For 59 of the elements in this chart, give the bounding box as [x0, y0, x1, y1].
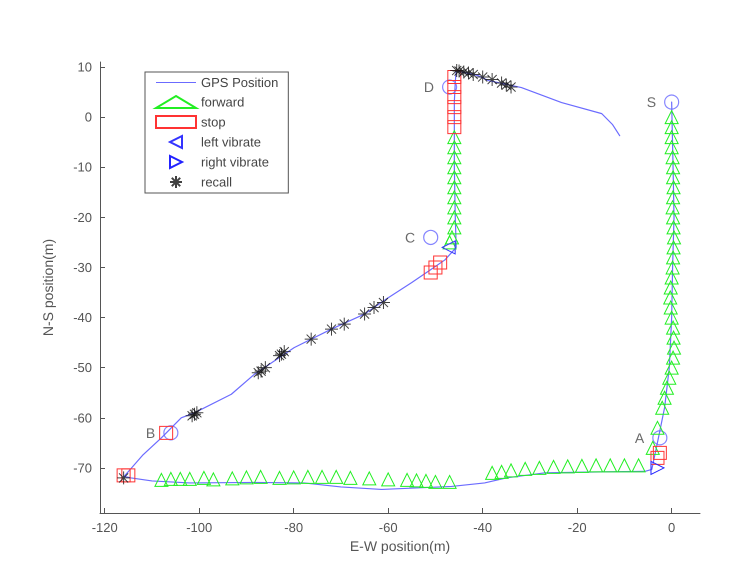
- point: [424, 265, 438, 280]
- point: [254, 364, 268, 378]
- point: [442, 240, 456, 254]
- x-tick-label: -40: [473, 520, 492, 535]
- annotation: D: [424, 79, 434, 96]
- legend-label: GPS Position: [201, 75, 278, 90]
- point: [652, 446, 667, 460]
- point: [428, 260, 442, 274]
- y-tick-label: -50: [73, 360, 92, 376]
- point: [664, 94, 680, 110]
- point: [485, 72, 500, 87]
- point: [433, 255, 448, 270]
- x-tick-label: -100: [186, 520, 212, 535]
- point: [324, 322, 338, 336]
- legend-label: right vibrate: [201, 154, 269, 170]
- annotation: A: [634, 430, 645, 446]
- point: [447, 90, 462, 104]
- point: [258, 360, 272, 375]
- y-axis-title: N-S position(m): [40, 238, 56, 336]
- point: [304, 332, 318, 346]
- point: [652, 430, 668, 446]
- y-tick-label: -60: [73, 410, 92, 426]
- x-tick-label: -20: [568, 520, 587, 535]
- point: [159, 426, 174, 440]
- annotation: S: [646, 94, 656, 110]
- annotation: B: [146, 424, 156, 441]
- annotation: C: [404, 229, 416, 246]
- point: [476, 70, 490, 84]
- x-axis-title: E-W position(m): [350, 538, 450, 554]
- y-tick-label: -20: [73, 210, 92, 225]
- point: [358, 307, 372, 322]
- point: [447, 100, 462, 114]
- point: [376, 296, 390, 310]
- y-tick-label: -70: [73, 460, 92, 476]
- point: [447, 120, 462, 134]
- point: [650, 450, 664, 465]
- point: [367, 300, 382, 315]
- legend-label: stop: [201, 114, 226, 130]
- y-tick-label: 0: [84, 110, 92, 125]
- legend-label: forward: [201, 94, 244, 110]
- point: [447, 110, 462, 124]
- point: [337, 317, 352, 332]
- x-tick-label: 0: [668, 520, 676, 535]
- point: [251, 366, 266, 380]
- point: [121, 468, 136, 482]
- point: [650, 460, 664, 475]
- x-tick-label: -80: [284, 520, 304, 535]
- point: [116, 468, 131, 482]
- legend-label: recall: [201, 174, 232, 190]
- y-tick-label: -40: [73, 310, 92, 326]
- point: [447, 80, 462, 94]
- y-tick-label: -30: [73, 260, 92, 275]
- point: [116, 470, 131, 485]
- point: [277, 344, 292, 359]
- y-tick-label: 10: [78, 60, 92, 75]
- legend-label: left vibrate: [201, 134, 261, 150]
- x-tick-label: -60: [378, 520, 398, 535]
- x-tick-label: -120: [92, 520, 118, 535]
- y-tick-label: -10: [73, 160, 92, 175]
